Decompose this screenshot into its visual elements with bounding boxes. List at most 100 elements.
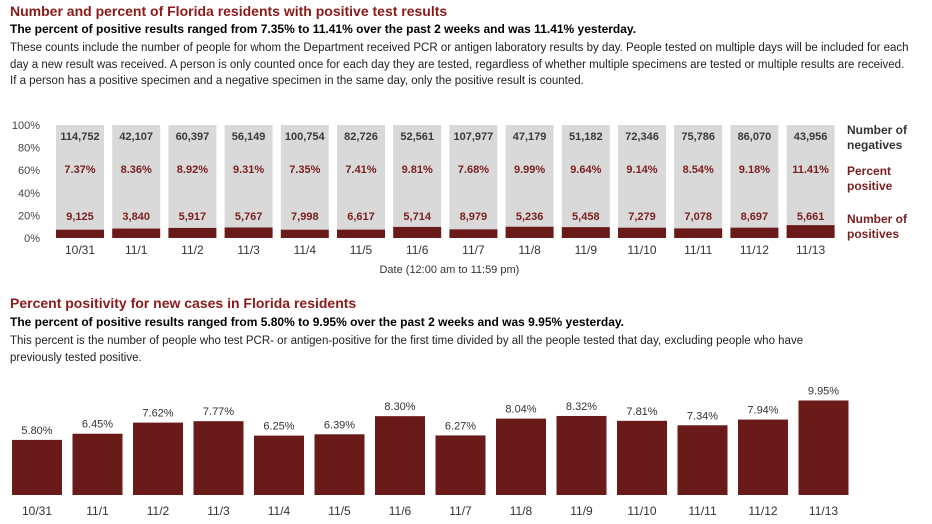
- positive-bar: [224, 227, 273, 238]
- x-tick-label: 11/1: [125, 243, 148, 257]
- negatives-count-label: 43,956: [794, 131, 828, 143]
- legend-percent-positive: Percent positive: [847, 164, 893, 193]
- positive-bar: [786, 225, 835, 238]
- percent-positive-label: 7.41%: [345, 164, 376, 176]
- percent-positive-label: 9.31%: [233, 164, 264, 176]
- positives-count-label: 5,458: [572, 211, 600, 223]
- x-tick-label: 11/7: [462, 243, 485, 257]
- positivity-bar: [375, 416, 425, 495]
- negative-bar: [561, 125, 610, 228]
- positivity-bar: [556, 415, 607, 495]
- legend-positives: Number of positives: [847, 212, 908, 241]
- negatives-count-label: 82,726: [344, 131, 378, 143]
- positives-count-label: 5,661: [797, 211, 825, 223]
- x-tick-label: 11/8: [510, 504, 533, 518]
- negatives-count-label: 114,752: [60, 131, 99, 143]
- positive-bar: [674, 228, 723, 238]
- percent-positive-label: 7.35%: [289, 164, 320, 176]
- x-tick-label: 11/3: [237, 243, 260, 257]
- x-tick-label: 11/11: [684, 243, 713, 257]
- x-tick-label: 10/31: [22, 504, 52, 518]
- x-tick-label: 11/11: [688, 504, 717, 518]
- positives-count-label: 5,714: [403, 211, 431, 223]
- negative-bar: [730, 125, 779, 228]
- percent-positive-label: 11.41%: [792, 164, 829, 176]
- bar-value-label: 7.62%: [142, 408, 173, 420]
- legend-negatives: Number of negatives: [847, 123, 908, 152]
- positive-bar: [449, 229, 498, 238]
- positives-count-label: 3,840: [122, 211, 150, 223]
- chart1-title: Number and percent of Florida residents …: [10, 3, 448, 19]
- x-tick-label: 11/5: [328, 504, 351, 518]
- y-tick-label: 80%: [18, 143, 40, 155]
- bar-value-label: 7.77%: [203, 406, 234, 418]
- bar-value-label: 8.04%: [505, 404, 536, 416]
- negatives-count-label: 51,182: [569, 131, 603, 143]
- negative-bar: [168, 125, 217, 228]
- negative-bar: [112, 125, 161, 229]
- chart2-title: Percent positivity for new cases in Flor…: [10, 295, 357, 311]
- x-tick-label: 11/10: [627, 243, 656, 257]
- x-tick-label: 11/7: [449, 504, 472, 518]
- legend-negatives-line1: Number of: [847, 123, 908, 137]
- chart1-subtitle: The percent of positive results ranged f…: [10, 22, 637, 36]
- percent-positive-label: 9.81%: [402, 164, 433, 176]
- bar-value-label: 6.27%: [445, 420, 476, 432]
- positivity-bar: [617, 420, 667, 495]
- positive-bar: [393, 226, 442, 238]
- x-tick-label: 11/4: [294, 243, 317, 257]
- positives-count-label: 7,279: [628, 211, 656, 223]
- bar-value-label: 7.81%: [626, 406, 657, 418]
- positivity-bar: [314, 434, 365, 495]
- x-tick-label: 11/9: [575, 243, 598, 257]
- positivity-bar: [435, 435, 486, 495]
- negative-bar: [505, 125, 554, 227]
- x-tick-label: 11/1: [86, 504, 109, 518]
- stacked-positivity-chart: 0% 20% 40% 60% 80% 100% 114,752 7.37% 9,125 10/31…: [12, 120, 908, 276]
- x-tick-label: 11/10: [627, 504, 656, 518]
- bar-value-label: 6.39%: [324, 419, 355, 431]
- positive-bar: [561, 227, 610, 238]
- x-tick-label: 11/2: [181, 243, 204, 257]
- x-tick-label: 11/13: [809, 504, 838, 518]
- positives-count-label: 5,917: [179, 211, 207, 223]
- bar-value-label: 6.25%: [263, 421, 294, 433]
- bar-value-label: 6.45%: [82, 419, 113, 431]
- negatives-count-label: 72,346: [625, 131, 659, 143]
- x-axis-title: Date (12:00 am to 11:59 pm): [379, 264, 519, 276]
- y-tick-label: 100%: [12, 120, 40, 132]
- bar-value-label: 7.34%: [687, 410, 718, 422]
- x-tick-label: 11/3: [207, 504, 230, 518]
- negative-bar: [449, 125, 498, 230]
- positives-count-label: 7,078: [684, 211, 712, 223]
- percent-positive-label: 8.36%: [121, 164, 152, 176]
- positivity-bar: [72, 433, 123, 495]
- negatives-count-label: 100,754: [285, 131, 326, 143]
- negatives-count-label: 75,786: [681, 131, 715, 143]
- negative-bar: [674, 125, 723, 229]
- negatives-count-label: 42,107: [119, 131, 153, 143]
- x-tick-label: 11/12: [748, 504, 777, 518]
- x-tick-label: 11/4: [268, 504, 291, 518]
- negative-bar: [280, 125, 329, 230]
- chart2-subtitle: The percent of positive results ranged f…: [10, 315, 625, 329]
- percent-positive-label: 9.14%: [626, 164, 657, 176]
- negative-bar: [393, 125, 442, 227]
- positivity-bar: [798, 400, 849, 495]
- positivity-bar: [496, 418, 546, 495]
- x-tick-label: 11/12: [740, 243, 769, 257]
- positive-bar: [56, 229, 104, 238]
- negative-bar: [56, 125, 104, 230]
- chart2-description: This percent is the number of people who…: [10, 335, 804, 364]
- new-case-positivity-chart: 5.80% 10/31 6.45% 11/1 7.62% 11/2 7.77% 11/3 6.2…: [12, 385, 849, 518]
- positivity-bar: [254, 435, 304, 495]
- percent-positive-label: 9.18%: [739, 164, 770, 176]
- positivity-bar: [738, 419, 788, 495]
- negatives-count-label: 107,977: [454, 131, 494, 143]
- legend-positives-line2: positives: [847, 227, 899, 241]
- bar-value-label: 5.80%: [21, 425, 52, 437]
- negatives-count-label: 52,561: [400, 131, 434, 143]
- positives-count-label: 5,767: [235, 211, 263, 223]
- negatives-count-label: 86,070: [738, 131, 772, 143]
- negatives-count-label: 56,149: [232, 131, 266, 143]
